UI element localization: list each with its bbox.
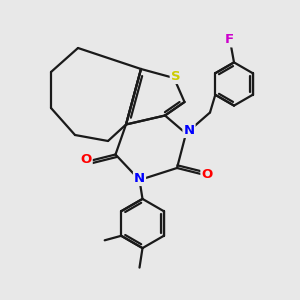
- Text: O: O: [201, 168, 213, 181]
- Text: N: N: [183, 124, 195, 137]
- Text: S: S: [171, 70, 180, 83]
- Text: O: O: [80, 153, 92, 167]
- Text: N: N: [134, 172, 145, 185]
- Text: F: F: [225, 33, 234, 46]
